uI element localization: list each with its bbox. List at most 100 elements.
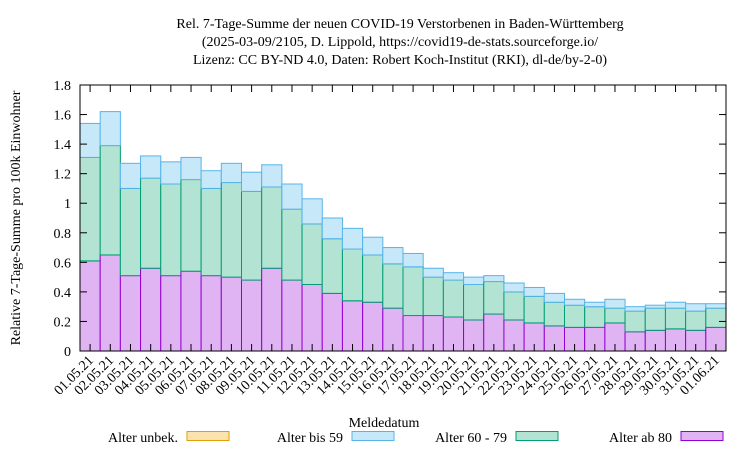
bar-alter-bis-59-20.05.21: [463, 276, 485, 286]
bars: [79, 111, 727, 352]
y-tick-label: 0.6: [54, 256, 72, 271]
bar-alter-60-79-20.05.21: [463, 284, 485, 321]
bar-alter-bis-59-27.05.21: [604, 298, 626, 309]
bar-alter-bis-59-03.05.21: [119, 162, 142, 189]
legend-label: Alter bis 59: [277, 431, 343, 446]
y-tick-label: 1: [64, 197, 71, 212]
x-axis-label: Meldedatum: [349, 416, 420, 431]
bar-alter-bis-59-19.05.21: [442, 272, 465, 281]
legend-swatch: [680, 431, 724, 441]
bar-alter-60-79-27.05.21: [604, 307, 626, 324]
bar-alter-bis-59-02.05.21: [99, 111, 121, 147]
bar-alter-bis-59-12.05.21: [301, 198, 323, 225]
bar-alter-60-79-23.05.21: [523, 295, 545, 324]
bar-alter-bis-59-01.05.21: [79, 122, 101, 158]
bar-alter-ab-80-11.05.21: [281, 279, 303, 352]
bar-alter-60-79-02.05.21: [99, 145, 121, 256]
y-axis: 0 0.2 0.4 0.6 0.8 1 1.2 1.4 1.6 1.8: [54, 79, 726, 360]
bar-alter-ab-80-09.05.21: [241, 279, 263, 352]
bar-alter-60-79-31.05.21: [685, 310, 707, 331]
bar-alter-bis-59-07.05.21: [200, 170, 222, 189]
bar-alter-60-79-25.05.21: [564, 304, 586, 328]
y-axis-label: Relative 7-Tage-Summe pro 100k Einwohner: [9, 90, 24, 345]
y-tick-label: 1.4: [54, 138, 72, 153]
bar-alter-60-79-15.05.21: [362, 254, 384, 303]
bar-alter-bis-59-09.05.21: [241, 171, 263, 192]
bar-alter-bis-59-14.05.21: [341, 227, 364, 250]
bar-alter-ab-80-13.05.21: [321, 292, 343, 352]
bar-alter-60-79-01.05.21: [79, 156, 101, 262]
legend-swatch: [351, 431, 395, 441]
chart-title-line-2: (2025-03-09/2105, D. Lippold, https://co…: [202, 35, 598, 50]
bar-alter-bis-59-29.05.21: [644, 304, 666, 309]
bar-alter-ab-80-12.05.21: [301, 284, 323, 352]
legend-swatch: [186, 431, 230, 441]
plot-frame: [79, 84, 727, 352]
y-tick-label: 1.8: [54, 79, 72, 94]
bar-alter-60-79-12.05.21: [301, 223, 323, 286]
bar-alter-60-79-30.05.21: [664, 307, 687, 330]
legend-label: Alter ab 80: [609, 431, 672, 446]
chart-title-line-1: Rel. 7-Tage-Summe der neuen COVID-19 Ver…: [176, 17, 623, 32]
bar-alter-ab-80-14.05.21: [341, 300, 364, 352]
bar-alter-ab-80-15.05.21: [362, 301, 384, 352]
bar-alter-bis-59-13.05.21: [321, 217, 343, 240]
legend-swatch: [515, 431, 559, 441]
bar-alter-ab-80-02.05.21: [99, 254, 121, 352]
bar-alter-bis-59-01.06.21: [705, 303, 727, 309]
bar-alter-60-79-10.05.21: [261, 186, 283, 269]
bar-alter-60-79-01.06.21: [705, 307, 727, 328]
bar-alter-bis-59-05.05.21: [160, 161, 182, 185]
bar-alter-60-79-19.05.21: [442, 279, 465, 318]
bar-alter-60-79-16.05.21: [382, 263, 404, 309]
bar-alter-ab-80-01.05.21: [79, 260, 101, 352]
bar-alter-bis-59-04.05.21: [140, 155, 162, 179]
bar-alter-60-79-09.05.21: [241, 190, 263, 281]
bar-alter-ab-80-05.05.21: [160, 275, 182, 352]
bar-alter-60-79-29.05.21: [644, 307, 666, 331]
bar-alter-bis-59-16.05.21: [382, 247, 404, 265]
bar-alter-60-79-22.05.21: [503, 291, 525, 321]
bar-alter-60-79-17.05.21: [402, 266, 424, 317]
bar-alter-bis-59-28.05.21: [624, 306, 646, 312]
bar-alter-60-79-14.05.21: [341, 248, 364, 302]
bar-alter-60-79-06.05.21: [180, 179, 202, 272]
bar-alter-60-79-08.05.21: [220, 182, 242, 278]
bar-alter-ab-80-06.05.21: [180, 270, 202, 352]
legend: Alter unbek. Alter bis 59 Alter 60 - 79 Alt…: [108, 431, 724, 446]
bar-alter-60-79-24.05.21: [543, 301, 565, 327]
bar-alter-bis-59-08.05.21: [220, 162, 242, 184]
bar-alter-ab-80-10.05.21: [261, 267, 283, 352]
bar-alter-bis-59-31.05.21: [685, 303, 707, 312]
bar-alter-bis-59-30.05.21: [664, 301, 687, 309]
bar-alter-bis-59-10.05.21: [261, 164, 283, 188]
y-tick-label: 0.2: [54, 315, 72, 330]
bar-alter-60-79-04.05.21: [140, 177, 162, 269]
bar-alter-ab-80-04.05.21: [140, 267, 162, 352]
bar-alter-60-79-03.05.21: [119, 187, 142, 277]
bar-alter-60-79-07.05.21: [200, 187, 222, 277]
bar-alter-ab-80-07.05.21: [200, 275, 222, 352]
bar-alter-60-79-11.05.21: [281, 208, 303, 281]
bar-alter-bis-59-22.05.21: [503, 282, 525, 293]
y-tick-label: 1.6: [54, 109, 72, 124]
bar-alter-bis-59-11.05.21: [281, 183, 303, 210]
bar-alter-60-79-28.05.21: [624, 310, 646, 333]
bar-alter-bis-59-26.05.21: [584, 301, 606, 308]
bar-alter-bis-59-24.05.21: [543, 292, 565, 303]
chart-title-line-3: Lizenz: CC BY-ND 4.0, Daten: Robert Koch…: [193, 53, 607, 68]
bar-alter-bis-59-17.05.21: [402, 252, 424, 268]
legend-label: Alter unbek.: [108, 431, 178, 446]
bar-alter-bis-59-15.05.21: [362, 236, 384, 256]
bar-alter-60-79-21.05.21: [483, 281, 505, 315]
bar-alter-60-79-13.05.21: [321, 238, 343, 294]
y-tick-label: 0: [64, 345, 71, 360]
chart-title: Rel. 7-Tage-Summe der neuen COVID-19 Ver…: [176, 17, 623, 68]
bar-alter-60-79-05.05.21: [160, 183, 182, 277]
bar-alter-bis-59-18.05.21: [422, 267, 444, 278]
bar-alter-bis-59-23.05.21: [523, 286, 545, 297]
legend-label: Alter 60 - 79: [435, 431, 507, 446]
y-tick-label: 1.2: [54, 168, 72, 183]
y-tick-label: 0.4: [54, 286, 72, 301]
